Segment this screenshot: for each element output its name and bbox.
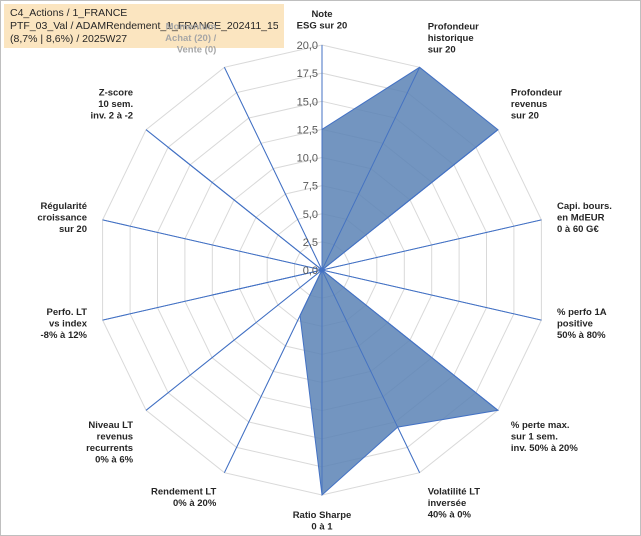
tick-label: 2,5 (303, 237, 318, 249)
axis-label-line: Régularité (41, 201, 87, 212)
axis-label-line: sur 20 (59, 224, 87, 235)
series-layer (102, 45, 542, 497)
axis-spoke-overlay (321, 269, 542, 321)
axis-label-line: Volatilité LT (428, 487, 481, 498)
axis-label-line: Note (311, 9, 332, 20)
axis-label-line: Profondeur (428, 21, 479, 32)
tick-label: 20,0 (297, 40, 318, 52)
tick-label: 5,0 (303, 209, 318, 221)
axis-label-line: ESG sur 20 (297, 21, 348, 32)
axis-label-line: historique (428, 33, 474, 44)
axis-label-line: sur 1 sem. (511, 432, 558, 443)
axis-label-line: Z-score (99, 88, 133, 99)
axis-label-line: 50% à 80% (557, 330, 606, 341)
tick-label: 15,0 (297, 96, 318, 108)
chart-header: C4_Actions / 1_FRANCE PTF_03_Val / ADAMR… (4, 4, 284, 48)
axis-spoke-overlay (321, 67, 420, 271)
axis-label-line: 40% à 0% (428, 510, 472, 521)
tick-label: 17,5 (297, 68, 318, 80)
tick-label: 10,0 (297, 153, 318, 165)
axis-label-line: Niveau LT (88, 420, 133, 431)
axis-spoke-overlay (224, 269, 323, 473)
tick-label: 7,5 (303, 181, 318, 193)
axis-label-line: recurrents (86, 443, 133, 454)
axis-label-line: sur 20 (428, 44, 456, 55)
axis-category-label: Capi. bours. en MdEUR 0 à 60 G€ (557, 201, 612, 235)
axis-label-line: 0 à 60 G€ (557, 224, 599, 235)
axis-label-line: Rendement LT (151, 487, 216, 498)
tick-layer: 0,0 2,5 5,0 7,5 10,0 12,5 15,0 17,5 20,0 (297, 40, 318, 277)
tick-label: 12,5 (297, 124, 318, 136)
axis-label-line: Momentum (166, 21, 217, 32)
header-line-1: C4_Actions / 1_FRANCE (10, 7, 128, 19)
axis-category-label: Perfo. LT vs index -8% à 12% (41, 307, 88, 341)
axis-label-line: inv. 2 à -2 (91, 111, 134, 122)
axis-label-line: Achat (20) / (165, 33, 217, 44)
header-line-2: PTF_03_Val / ADAMRendement_1_FRANCE_2024… (10, 20, 278, 32)
axis-category-label: Profondeur historique sur 20 (428, 21, 479, 55)
axis-category-label: Rendement LT 0% à 20% (151, 487, 217, 510)
axis-category-label: Note ESG sur 20 (297, 9, 348, 32)
axis-category-label: Volatilité LT inversée 40% à 0% (428, 487, 481, 521)
label-layer: Note ESG sur 20 Profondeur historique sur 20… (37, 9, 612, 533)
axis-label-line: 0% à 20% (173, 498, 217, 509)
axis-label-line: 0% à 6% (95, 455, 134, 466)
axis-category-label: % perte max. sur 1 sem. inv. 50% à 20% (511, 420, 578, 454)
axis-label-line: 0 à 1 (311, 522, 333, 533)
axis-category-label: Niveau LT revenus recurrents 0% à 6% (86, 420, 134, 466)
axis-spoke-overlay (321, 219, 542, 271)
axis-label-line: inv. 50% à 20% (511, 443, 578, 454)
axis-label-line: Perfo. LT (47, 307, 88, 318)
axis-spoke-overlay (145, 269, 323, 411)
axis-label-line: Capi. bours. (557, 201, 612, 212)
axis-label-line: Ratio Sharpe (293, 510, 352, 521)
axis-label-line: inversée (428, 498, 467, 509)
axis-label-line: vs index (49, 319, 88, 330)
axis-label-line: 10 sem. (98, 99, 133, 110)
axis-category-label: Z-score 10 sem. inv. 2 à -2 (91, 88, 134, 122)
axis-category-label: Régularité croissance sur 20 (37, 201, 87, 235)
axis-category-label: Profondeur revenus sur 20 (511, 88, 562, 122)
axis-label-line: positive (557, 319, 593, 330)
header-line-3: (8,7% | 8,6%) / 2025W27 (10, 33, 128, 45)
axis-spoke-overlay (321, 129, 499, 271)
axis-category-label: Momentum Achat (20) / Vente (0) (165, 21, 217, 55)
axis-spoke-overlay (102, 269, 323, 321)
axis-label-line: sur 20 (511, 111, 539, 122)
axis-label-line: % perte max. (511, 420, 570, 431)
axis-label-line: en MdEUR (557, 212, 605, 223)
axis-label-line: Vente (0) (177, 44, 217, 55)
axis-category-label: Ratio Sharpe 0 à 1 (293, 510, 352, 533)
tick-label: 0,0 (303, 265, 318, 277)
axis-spoke-overlay (145, 129, 323, 271)
axis-label-line: % perfo 1A (557, 307, 607, 318)
axis-label-line: revenus (97, 432, 133, 443)
axis-spoke-overlay (321, 269, 420, 473)
series-area (167, 66, 500, 497)
axis-label-line: revenus (511, 99, 547, 110)
axis-spoke-overlay (224, 67, 323, 271)
axis-label-line: croissance (37, 212, 87, 223)
axis-spoke-overlay (102, 219, 323, 271)
axis-category-label: % perfo 1A positive 50% à 80% (557, 307, 607, 341)
axis-spoke-overlay (321, 269, 499, 411)
axis-label-line: Profondeur (511, 88, 562, 99)
axis-label-line: -8% à 12% (41, 330, 88, 341)
